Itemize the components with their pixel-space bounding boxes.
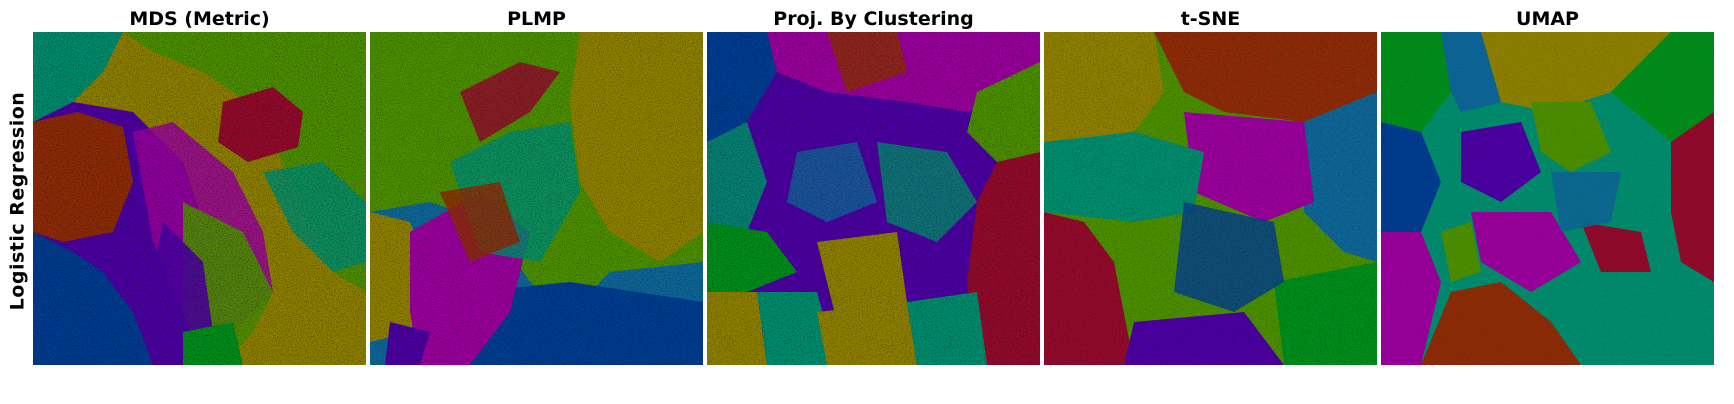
panel-title-umap: UMAP [1516,8,1579,30]
panel-title-mds-metric: MDS (Metric) [129,8,270,30]
texture-overlay [1044,32,1377,365]
panel-t-sne: t-SNE [1044,0,1377,366]
panel-title-t-sne: t-SNE [1180,8,1241,30]
panel-mds-metric: MDS (Metric) [33,0,366,366]
texture-overlay [1381,32,1714,365]
decision-map-t-sne [1044,32,1377,365]
panel-plmp: PLMP [370,0,703,366]
panel-umap: UMAP [1381,0,1714,366]
panel-title-proj-by-clustering: Proj. By Clustering [773,8,974,30]
decision-map-plmp [370,32,703,365]
row-label-text: Logistic Regression [6,91,29,311]
decision-map-mds-metric [33,32,366,365]
panel-title-plmp: PLMP [507,8,566,30]
texture-overlay [707,32,1040,365]
panel-proj-by-clustering: Proj. By Clustering [707,0,1040,366]
texture-overlay [370,32,703,365]
decision-map-umap [1381,32,1714,365]
decision-map-proj-by-clustering [707,32,1040,365]
texture-overlay [33,32,366,365]
row-label: Logistic Regression [2,36,32,366]
